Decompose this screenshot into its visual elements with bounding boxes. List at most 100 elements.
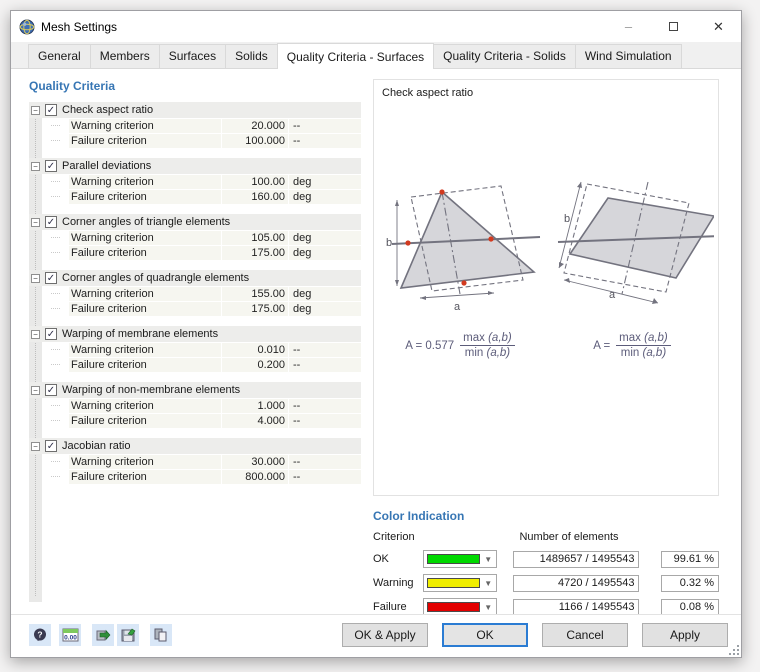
criterion-group-label: Corner angles of quadrangle elements xyxy=(62,272,250,284)
criterion-group-label: Warping of membrane elements xyxy=(62,328,219,340)
criterion-group-header: − ✓ Jacobian ratio xyxy=(29,438,361,454)
element-count-field: 1489657 / 1495543 xyxy=(513,550,640,568)
criterion-row-label: Failure criterion xyxy=(69,246,221,260)
collapse-toggle-icon[interactable]: − xyxy=(31,385,40,395)
ok-apply-button[interactable]: OK & Apply xyxy=(342,623,428,647)
tree-connector xyxy=(42,134,69,148)
criterion-checkbox[interactable]: ✓ xyxy=(45,160,57,172)
aspect-ratio-formula-triangle: A = 0.577 max (a,b) min (a,b) xyxy=(374,332,546,359)
collapse-toggle-icon[interactable]: − xyxy=(31,329,40,339)
apply-button[interactable]: Apply xyxy=(642,623,728,647)
criterion-value-field[interactable]: 175.00 xyxy=(222,246,288,260)
criterion-unit: -- xyxy=(289,399,361,413)
chevron-down-icon: ▼ xyxy=(484,602,493,612)
criterion-row-label: Failure criterion xyxy=(69,470,221,484)
cancel-button[interactable]: Cancel xyxy=(542,623,628,647)
criterion-value-field[interactable]: 100.000 xyxy=(222,134,288,148)
window-title: Mesh Settings xyxy=(41,19,118,34)
tab-general[interactable]: General xyxy=(28,44,91,68)
element-percent-field: 0.08 % xyxy=(661,598,719,616)
diagram-title: Check aspect ratio xyxy=(382,87,474,99)
save-settings-icon[interactable] xyxy=(117,624,139,646)
criterion-checkbox[interactable]: ✓ xyxy=(45,440,57,452)
criterion-group-header: − ✓ Warping of membrane elements xyxy=(29,326,361,342)
decimal-format-icon[interactable]: 0.00 xyxy=(59,624,81,646)
tab-wind-simulation[interactable]: Wind Simulation xyxy=(574,44,682,68)
criterion-row: Failure criterion 4.000 -- xyxy=(42,414,361,428)
criterion-row: Failure criterion 800.000 -- xyxy=(42,470,361,484)
criterion-row-label: Failure criterion xyxy=(69,134,221,148)
criterion-checkbox[interactable]: ✓ xyxy=(45,384,57,396)
collapse-toggle-icon[interactable]: − xyxy=(31,441,40,451)
import-settings-icon[interactable] xyxy=(92,624,114,646)
help-icon[interactable]: ? xyxy=(29,624,51,646)
svg-text:b: b xyxy=(564,213,570,225)
criterion-unit: -- xyxy=(289,343,361,357)
criterion-row: Failure criterion 175.00 deg xyxy=(42,302,361,316)
criterion-value-field[interactable]: 160.00 xyxy=(222,190,288,204)
color-indication-panel: Color Indication Criterion Number of ele… xyxy=(373,509,719,622)
criterion-value-field[interactable]: 0.200 xyxy=(222,358,288,372)
criterion-checkbox[interactable]: ✓ xyxy=(45,216,57,228)
element-percent-field: 0.32 % xyxy=(661,574,719,592)
ok-button[interactable]: OK xyxy=(442,623,528,647)
criterion-group-label: Check aspect ratio xyxy=(62,104,154,116)
svg-text:a: a xyxy=(609,289,616,301)
criterion-status-label: Failure xyxy=(373,601,407,613)
criterion-checkbox[interactable]: ✓ xyxy=(45,272,57,284)
color-indication-row: Failure ▼ 1166 / 1495543 0.08 % xyxy=(373,598,719,616)
collapse-toggle-icon[interactable]: − xyxy=(31,273,40,283)
criterion-value-field[interactable]: 1.000 xyxy=(222,399,288,413)
criterion-value-field[interactable]: 30.000 xyxy=(222,455,288,469)
color-dropdown[interactable]: ▼ xyxy=(422,574,498,592)
criterion-unit: -- xyxy=(289,119,361,133)
minimize-button[interactable]: – xyxy=(624,19,633,34)
color-indication-row: OK ▼ 1489657 / 1495543 99.61 % xyxy=(373,550,719,568)
criterion-group-label: Corner angles of triangle elements xyxy=(62,216,231,228)
criterion-value-field[interactable]: 4.000 xyxy=(222,414,288,428)
criterion-row: Warning criterion 155.00 deg xyxy=(42,287,361,301)
formula-row: A = 0.577 max (a,b) min (a,b) A = max (a… xyxy=(374,332,718,359)
maximize-button[interactable] xyxy=(651,11,696,42)
close-button[interactable]: ✕ xyxy=(713,18,724,34)
criterion-value-field[interactable]: 20.000 xyxy=(222,119,288,133)
criterion-value-field[interactable]: 100.00 xyxy=(222,175,288,189)
criterion-column-header: Criterion xyxy=(373,531,415,543)
resize-grip[interactable] xyxy=(729,645,739,655)
maximize-icon xyxy=(669,22,678,31)
collapse-toggle-icon[interactable]: − xyxy=(31,105,40,115)
collapse-toggle-icon[interactable]: − xyxy=(31,161,40,171)
criterion-row-label: Failure criterion xyxy=(69,302,221,316)
title-bar[interactable]: Mesh Settings – ✕ xyxy=(11,11,741,42)
criterion-checkbox[interactable]: ✓ xyxy=(45,104,57,116)
tab-members[interactable]: Members xyxy=(89,44,160,68)
criterion-row: Warning criterion 105.00 deg xyxy=(42,231,361,245)
copy-icon[interactable] xyxy=(150,624,172,646)
color-dropdown[interactable]: ▼ xyxy=(422,550,498,568)
criterion-value-field[interactable]: 800.000 xyxy=(222,470,288,484)
aspect-ratio-diagram: a b b a xyxy=(386,181,714,313)
tab-page-quality-criteria-surfaces: Quality Criteria − ✓ Check aspect ratio War… xyxy=(11,69,741,616)
tree-connector xyxy=(42,231,69,245)
criterion-value-field[interactable]: 0.010 xyxy=(222,343,288,357)
color-dropdown[interactable]: ▼ xyxy=(422,598,498,616)
criterion-value-field[interactable]: 175.00 xyxy=(222,302,288,316)
criterion-value-field[interactable]: 155.00 xyxy=(222,287,288,301)
criterion-value-field[interactable]: 105.00 xyxy=(222,231,288,245)
svg-text:0.00: 0.00 xyxy=(64,635,77,642)
svg-text:a: a xyxy=(454,301,461,313)
tab-quality-criteria-solids[interactable]: Quality Criteria - Solids xyxy=(433,44,576,68)
tree-connector xyxy=(42,414,69,428)
quality-criteria-heading: Quality Criteria xyxy=(29,79,116,93)
elements-column-header: Number of elements xyxy=(519,531,619,543)
tab-surfaces[interactable]: Surfaces xyxy=(158,44,227,68)
criterion-checkbox[interactable]: ✓ xyxy=(45,328,57,340)
element-percent-field: 99.61 % xyxy=(661,550,719,568)
element-count-field: 1166 / 1495543 xyxy=(513,598,640,616)
criterion-group-header: − ✓ Corner angles of triangle elements xyxy=(29,214,361,230)
criterion-row: Warning criterion 20.000 -- xyxy=(42,119,361,133)
collapse-toggle-icon[interactable]: − xyxy=(31,217,40,227)
criterion-unit: deg xyxy=(289,246,361,260)
tab-solids[interactable]: Solids xyxy=(225,44,278,68)
tab-quality-criteria-surfaces[interactable]: Quality Criteria - Surfaces xyxy=(276,43,435,69)
